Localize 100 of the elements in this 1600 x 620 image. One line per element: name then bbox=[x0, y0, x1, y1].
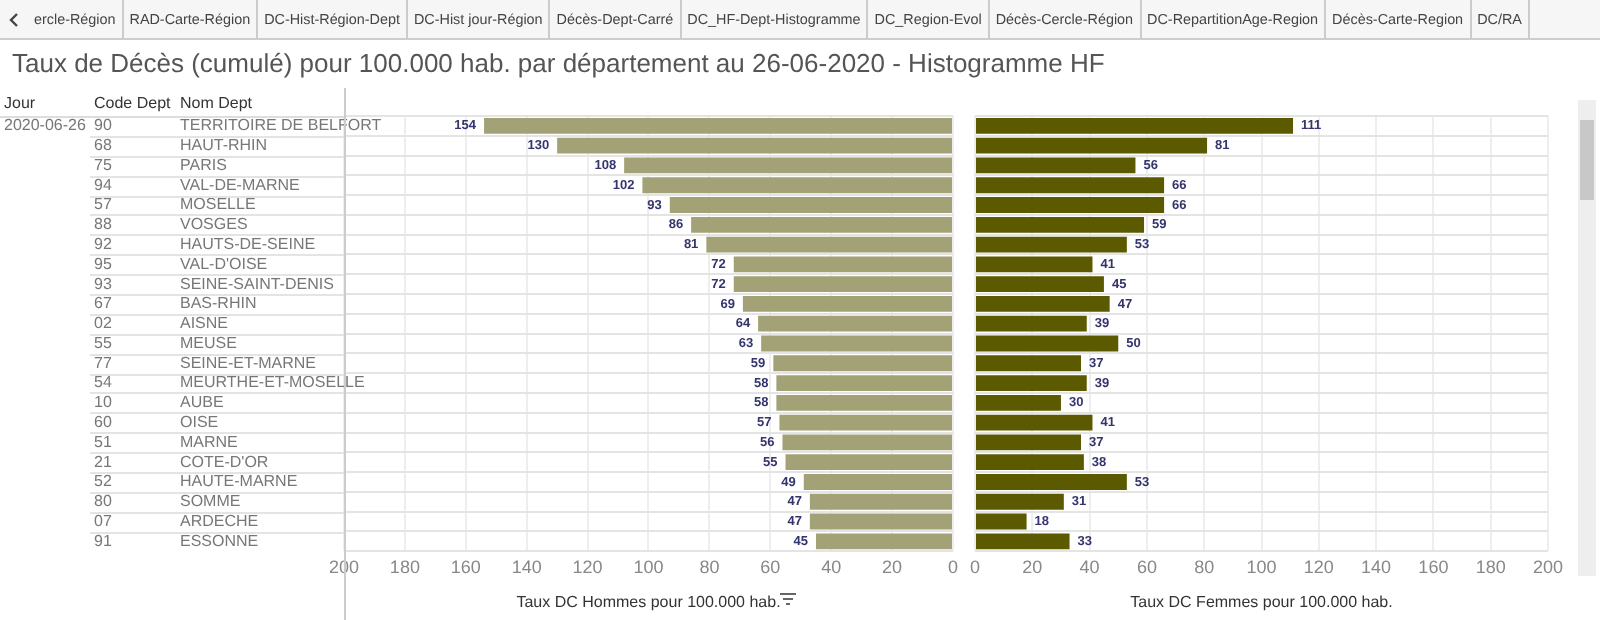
x-tick-label: 80 bbox=[699, 556, 720, 577]
x-tick-label: 40 bbox=[1079, 556, 1100, 577]
text: 80 bbox=[94, 492, 113, 511]
text: 60 bbox=[94, 413, 113, 432]
y-tick-label: VOSGES bbox=[180, 215, 248, 234]
x-tick-label: 140 bbox=[511, 556, 542, 577]
x-tick-label: 60 bbox=[1136, 556, 1157, 577]
y-tick-label: PARIS bbox=[180, 155, 227, 174]
bar bbox=[976, 474, 1127, 490]
bar bbox=[976, 137, 1208, 154]
y-tick-label: COTE-D'OR bbox=[180, 452, 269, 471]
bar bbox=[976, 513, 1027, 530]
bar bbox=[706, 236, 952, 253]
bar bbox=[761, 335, 952, 352]
y-tick-label: SOMME bbox=[180, 492, 241, 511]
text: 2020-06-26 bbox=[4, 116, 87, 135]
text: 07 bbox=[94, 511, 113, 530]
bar bbox=[976, 533, 1070, 550]
y-tick-label: HAUTE-MARNE bbox=[180, 472, 298, 491]
bar bbox=[976, 197, 1165, 213]
text: 21 bbox=[94, 452, 113, 471]
bar bbox=[733, 256, 952, 273]
x-tick-label: 40 bbox=[821, 556, 842, 577]
y-tick-label: MEURTHE-ET-MOSELLE bbox=[180, 373, 365, 392]
bar bbox=[785, 454, 952, 471]
text: 91 bbox=[94, 531, 113, 550]
bar bbox=[976, 296, 1110, 312]
y-tick-label: HAUTS-DE-SEINE bbox=[180, 234, 316, 253]
x-tick-label: 100 bbox=[1246, 556, 1277, 577]
x-tick-label: 160 bbox=[450, 556, 481, 577]
text: 77 bbox=[94, 353, 113, 372]
bar bbox=[976, 394, 1061, 411]
x-tick-label: 180 bbox=[1475, 556, 1506, 577]
text: 57 bbox=[94, 195, 113, 214]
text: 92 bbox=[94, 234, 113, 253]
chart-title: Taux de Décès (cumulé) pour 100.000 hab. par département au 26-06-2020 - Histogramme HF bbox=[12, 48, 1105, 78]
bar bbox=[624, 157, 952, 174]
text: 75 bbox=[94, 155, 113, 174]
text: Code Dept bbox=[94, 94, 173, 113]
bar bbox=[742, 296, 952, 312]
bar bbox=[815, 533, 952, 550]
text: 54 bbox=[94, 373, 113, 392]
x-tick-label: 80 bbox=[1194, 556, 1215, 577]
y-tick-label: VAL-D'OISE bbox=[180, 254, 268, 273]
y-tick-label: MOSELLE bbox=[180, 195, 256, 214]
bar bbox=[557, 137, 952, 154]
y-tick-label: SEINE-ET-MARNE bbox=[180, 353, 317, 372]
text: 94 bbox=[94, 175, 113, 194]
x-tick-label: 140 bbox=[1361, 556, 1392, 577]
text: 95 bbox=[94, 254, 113, 273]
x-tick-label: 0 bbox=[947, 556, 959, 577]
bar bbox=[733, 276, 952, 293]
text: 51 bbox=[94, 432, 113, 451]
bar bbox=[976, 355, 1082, 372]
x-tick-label: 180 bbox=[389, 556, 420, 577]
bar bbox=[976, 375, 1087, 391]
bar bbox=[773, 355, 952, 372]
y-tick-label: BAS-RHIN bbox=[180, 294, 257, 313]
x-tick-label: 0 bbox=[969, 556, 981, 577]
bar bbox=[976, 256, 1093, 273]
bar bbox=[976, 157, 1136, 174]
x-tick-label: 20 bbox=[1022, 556, 1043, 577]
x-tick-label: 120 bbox=[572, 556, 603, 577]
bar bbox=[484, 117, 952, 134]
bar bbox=[776, 394, 952, 411]
x-tick-label: 60 bbox=[760, 556, 781, 577]
x-tick-label: 200 bbox=[328, 556, 360, 577]
y-tick-label: OISE bbox=[180, 413, 219, 432]
bar bbox=[976, 276, 1104, 293]
bar bbox=[976, 117, 1294, 134]
y-tick-label: ARDECHE bbox=[180, 511, 259, 530]
x-axis-title: Taux DC Femmes pour 100.000 hab. bbox=[1130, 592, 1393, 611]
y-tick-label: ESSONNE bbox=[180, 531, 259, 550]
text: 52 bbox=[94, 472, 113, 491]
y-tick-label: MEUSE bbox=[180, 333, 237, 352]
bar bbox=[976, 177, 1165, 194]
text: 55 bbox=[94, 333, 113, 352]
bar bbox=[691, 216, 952, 233]
x-axis-title: Taux DC Hommes pour 100.000 hab. bbox=[516, 592, 781, 611]
y-tick-label: AISNE bbox=[180, 314, 229, 333]
text: 88 bbox=[94, 215, 113, 234]
y-axis-title: Nom Dept bbox=[180, 94, 254, 113]
bar bbox=[976, 315, 1087, 332]
bar bbox=[803, 474, 952, 490]
text: 02 bbox=[94, 314, 113, 333]
text: 68 bbox=[94, 136, 113, 155]
bar bbox=[776, 375, 952, 391]
y-tick-label: MARNE bbox=[180, 432, 238, 451]
bar bbox=[976, 236, 1127, 253]
bar bbox=[809, 513, 952, 530]
bar bbox=[976, 493, 1064, 510]
text: Jour bbox=[4, 94, 36, 113]
y-tick-label: SEINE-SAINT-DENIS bbox=[180, 274, 334, 293]
bar bbox=[758, 315, 952, 332]
y-tick-label: AUBE bbox=[180, 393, 224, 412]
text: 90 bbox=[94, 116, 113, 135]
bar bbox=[642, 177, 952, 194]
y-tick-label: TERRITOIRE DE BELFORT bbox=[180, 116, 382, 135]
x-tick-label: 120 bbox=[1303, 556, 1334, 577]
x-tick-label: 160 bbox=[1418, 556, 1449, 577]
